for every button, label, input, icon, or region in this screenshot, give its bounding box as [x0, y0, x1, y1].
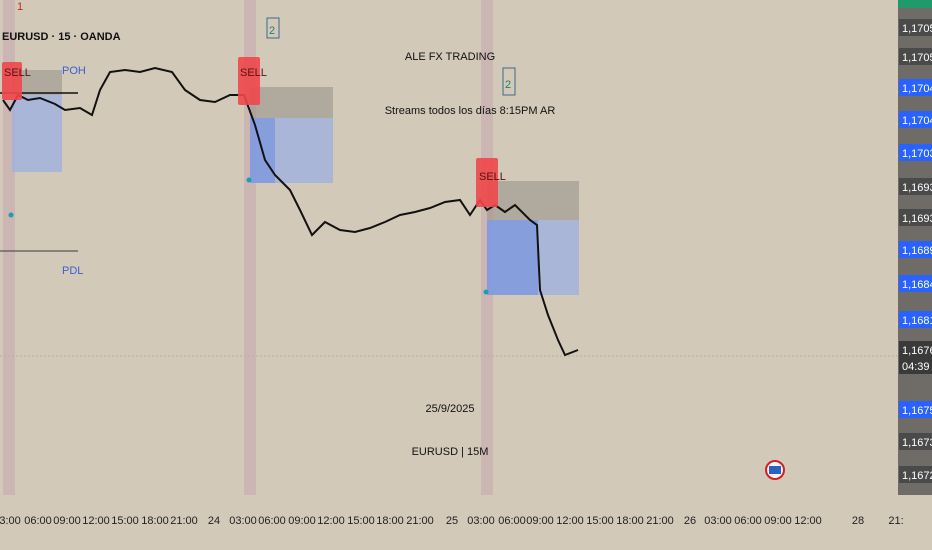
- price-label: 1,17054: [902, 52, 932, 64]
- dot: [246, 177, 252, 183]
- zone-gray: [487, 181, 579, 220]
- time-label: 09:00: [764, 515, 792, 527]
- price-label: 1,16933: [902, 182, 932, 194]
- marker-box: [266, 17, 280, 39]
- price-tag: [899, 433, 932, 450]
- time-label: 24: [208, 515, 220, 527]
- time-label: 12:00: [556, 515, 584, 527]
- price-tag: [899, 241, 932, 258]
- price-label: 1,17056: [902, 23, 932, 35]
- marker-box: [502, 67, 516, 96]
- time-label: 12:00: [794, 515, 822, 527]
- overlay-date: 25/9/2025: [426, 403, 475, 415]
- overlay-title: ALE FX TRADING: [405, 51, 495, 63]
- price-tag: [899, 357, 932, 374]
- price-label: 1,16762: [902, 345, 932, 357]
- time-label: 15:00: [586, 515, 614, 527]
- time-label: 09:00: [288, 515, 316, 527]
- price-label: 1,17048: [902, 83, 932, 95]
- time-label: 26: [684, 515, 696, 527]
- zone-blue: [12, 95, 62, 172]
- price-path: [2, 66, 579, 357]
- time-axis: [0, 495, 898, 550]
- sell-badge: [476, 158, 498, 207]
- time-label: 03:00: [704, 515, 732, 527]
- price-tag: [899, 466, 932, 483]
- price-tag: [899, 341, 932, 358]
- price-label: 1,16931: [902, 213, 932, 225]
- sell-label: SELL: [240, 67, 267, 79]
- sell-badges: [2, 57, 498, 207]
- time-label: 15:00: [111, 515, 139, 527]
- time-label: 09:00: [526, 515, 554, 527]
- price-tag: [899, 111, 932, 128]
- price-tag: [899, 48, 932, 65]
- symbol-label: EURUSD · 15 · OANDA: [2, 31, 121, 43]
- price-tag: [899, 311, 932, 328]
- zone-blue-dark: [487, 220, 538, 295]
- sell-label: SELL: [4, 67, 31, 79]
- price-label: 04:39: [902, 361, 930, 373]
- price-tag: [899, 401, 932, 418]
- time-label: 09:00: [53, 515, 81, 527]
- dots: [8, 177, 489, 295]
- time-label: 03:00: [229, 515, 257, 527]
- time-label: 03:00: [0, 515, 21, 527]
- time-label: 15:00: [347, 515, 375, 527]
- price-tag: [899, 209, 932, 226]
- price-label: 1,17036: [902, 148, 932, 160]
- price-label: 1,16840: [902, 279, 932, 291]
- price-label: 1,16759: [902, 405, 932, 417]
- time-label: 06:00: [734, 515, 762, 527]
- zones: [12, 70, 579, 295]
- zone-gray: [250, 87, 333, 118]
- level-label: PDL: [62, 265, 83, 277]
- sell-label: SELL: [479, 171, 506, 183]
- time-label: 25: [446, 515, 458, 527]
- price-label: 1,16892: [902, 245, 932, 257]
- time-label: 18:00: [376, 515, 404, 527]
- time-label: 18:00: [616, 515, 644, 527]
- price-label: 1,16736: [902, 437, 932, 449]
- dot: [483, 289, 489, 295]
- time-label: 03:00: [467, 515, 495, 527]
- price-label: 1,17048: [902, 115, 932, 127]
- time-label: 06:00: [258, 515, 286, 527]
- sell-badge: [238, 57, 260, 105]
- time-label: 21:00: [406, 515, 434, 527]
- price-tag: [899, 144, 932, 161]
- marker: 2: [269, 25, 275, 37]
- price-tag: [899, 275, 932, 292]
- time-label: 12:00: [82, 515, 110, 527]
- time-label: 28: [852, 515, 864, 527]
- dot: [8, 212, 14, 218]
- price-tag: [899, 79, 932, 96]
- sell-badge: [2, 62, 22, 100]
- time-label: 18:00: [141, 515, 169, 527]
- time-label: 06:00: [498, 515, 526, 527]
- overlay-pair: EURUSD | 15M: [412, 446, 489, 458]
- price-tag: [899, 19, 932, 36]
- marker: 1: [17, 1, 23, 13]
- level-label: POH: [62, 65, 86, 77]
- flag-icon: [765, 460, 785, 480]
- corner: [898, 495, 932, 550]
- price-tag: [898, 0, 932, 8]
- price-label: 1,16817: [902, 315, 932, 327]
- time-label: 12:00: [317, 515, 345, 527]
- price-tag: [899, 178, 932, 195]
- price-label: 1,16724: [902, 470, 932, 482]
- overlay-subtitle: Streams todos los días 8:15PM AR: [385, 105, 556, 117]
- time-label: 21:00: [170, 515, 198, 527]
- time-label: 21:00: [646, 515, 674, 527]
- marker: 2: [505, 79, 511, 91]
- time-label: 06:00: [24, 515, 52, 527]
- time-label: 21:: [888, 515, 903, 527]
